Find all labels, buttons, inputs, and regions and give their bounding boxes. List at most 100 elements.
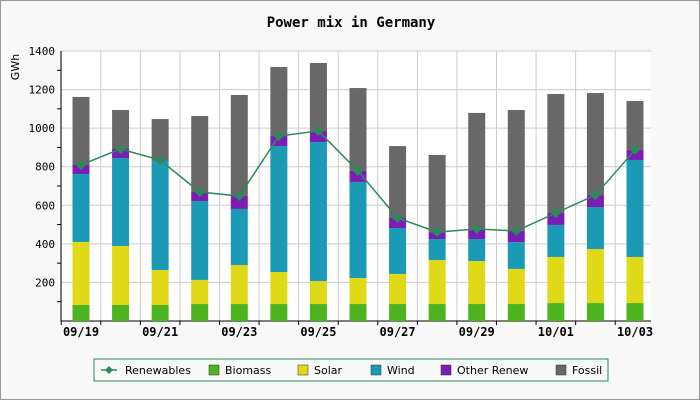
y-tick-label: 800: [35, 161, 55, 174]
bar-biomass: [626, 303, 644, 321]
x-tick-label: 09/27: [380, 325, 416, 339]
bar-solar: [230, 265, 248, 305]
bar-fossil: [507, 110, 525, 231]
point-renewables: [234, 191, 245, 202]
bar-solar: [507, 268, 525, 305]
legend-label: Fossil: [572, 364, 602, 377]
legend-swatch: [208, 364, 220, 376]
legend-label: Biomass: [225, 364, 272, 377]
bar-fossil: [151, 119, 169, 161]
y-tick-label: 1400: [29, 45, 56, 58]
bar-solar: [428, 260, 446, 305]
bar-solar: [586, 249, 604, 304]
legend-label: Solar: [314, 364, 343, 377]
bar-fossil: [191, 115, 209, 192]
point-renewables: [155, 155, 166, 166]
bar-wind: [270, 146, 288, 273]
bar-solar: [270, 272, 288, 305]
bar-fossil: [468, 112, 486, 230]
chart-title: Power mix in Germany: [266, 15, 436, 31]
point-renewables: [392, 213, 403, 224]
y-tick-label: 600: [35, 199, 55, 212]
bar-fossil: [230, 94, 248, 197]
point-renewables: [194, 186, 205, 197]
bar-biomass: [230, 304, 248, 321]
y-axis-label: GWh: [9, 54, 22, 80]
bar-biomass: [72, 304, 90, 321]
bar-fossil: [586, 93, 604, 196]
bar-biomass: [151, 304, 169, 321]
bar-wind: [112, 158, 130, 246]
bar-fossil: [270, 67, 288, 137]
bar-other-renew: [389, 218, 407, 229]
bar-wind: [428, 239, 446, 261]
bar-wind: [507, 242, 525, 269]
x-tick-label: 09/23: [221, 325, 257, 339]
bar-wind: [191, 201, 209, 280]
bar-other-renew: [547, 213, 565, 225]
bar-fossil: [428, 154, 446, 233]
bar-solar: [349, 277, 367, 305]
x-tick-label: 09/19: [63, 325, 99, 339]
point-renewables: [273, 131, 284, 142]
bar-other-renew: [309, 131, 327, 143]
legend-label: Wind: [387, 364, 415, 377]
bar-solar: [389, 273, 407, 305]
bar-fossil: [72, 96, 90, 165]
bar-solar: [191, 279, 209, 305]
bar-biomass: [428, 304, 446, 321]
bar-wind: [389, 228, 407, 274]
bar-biomass: [586, 303, 604, 321]
legend-swatch: [440, 364, 452, 376]
bar-fossil: [389, 146, 407, 219]
bar-solar: [547, 256, 565, 304]
legend-swatch: [297, 364, 309, 376]
bar-wind: [151, 160, 169, 271]
bar-fossil: [309, 62, 327, 132]
y-tick-label: 1200: [29, 84, 56, 97]
bar-biomass: [389, 304, 407, 321]
bar-solar: [309, 281, 327, 305]
bar-other-renew: [626, 149, 644, 160]
x-tick-label: 10/01: [538, 325, 574, 339]
bar-biomass: [349, 304, 367, 321]
bar-biomass: [191, 304, 209, 321]
bar-wind: [586, 207, 604, 250]
bar-other-renew: [270, 136, 288, 147]
x-tick-label: 10/03: [617, 325, 653, 339]
legend-label: Other Renew: [457, 364, 528, 377]
bar-other-renew: [230, 196, 248, 209]
bar-solar: [72, 241, 90, 305]
point-renewables: [550, 208, 561, 218]
y-tick-label: 400: [35, 238, 55, 251]
bar-biomass: [112, 304, 130, 321]
bar-biomass: [270, 304, 288, 321]
point-renewables: [432, 227, 443, 238]
point-renewables: [76, 159, 86, 170]
point-renewables: [313, 126, 324, 137]
bar-solar: [468, 261, 486, 305]
point-renewables: [590, 190, 601, 201]
legend-diamond-icon: [105, 366, 113, 374]
bar-solar: [626, 256, 644, 304]
bar-biomass: [547, 303, 565, 321]
bar-other-renew: [468, 229, 486, 240]
bar-biomass: [507, 304, 525, 321]
x-tick-label: 09/29: [459, 325, 495, 339]
bar-solar: [112, 245, 130, 305]
bar-biomass: [309, 304, 327, 321]
bar-fossil: [112, 110, 130, 149]
legend: [93, 358, 609, 382]
bar-wind: [626, 159, 644, 257]
bar-wind: [230, 208, 248, 266]
bar-wind: [349, 181, 367, 278]
bar-solar: [151, 270, 169, 305]
y-tick-label: 1000: [29, 122, 56, 135]
bar-other-renew: [507, 230, 525, 243]
bar-fossil: [626, 100, 644, 150]
legend-label: Renewables: [125, 364, 191, 377]
point-renewables: [630, 144, 640, 155]
legend-swatch: [370, 364, 382, 376]
